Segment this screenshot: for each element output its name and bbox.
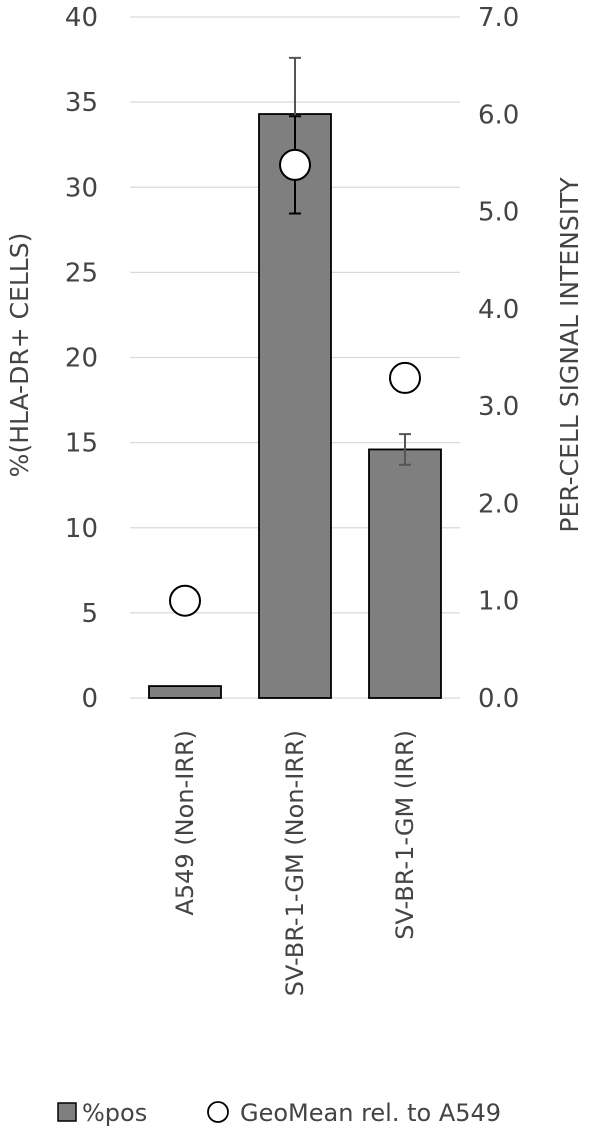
legend-swatch-pos bbox=[57, 1102, 77, 1122]
bar bbox=[148, 685, 222, 699]
legend-label-geomean: GeoMean rel. to A549 bbox=[240, 1099, 501, 1127]
y2-tick-label: 1.0 bbox=[478, 587, 519, 617]
y2-axis-title: PER-CELL SIGNAL INTENSITY bbox=[555, 177, 584, 533]
legend: %pos GeoMean rel. to A549 bbox=[57, 1099, 501, 1127]
y-tick-label: 10 bbox=[65, 514, 98, 544]
category-label: SV-BR-1-GM (IRR) bbox=[391, 730, 419, 940]
geomean-marker bbox=[279, 148, 311, 181]
y-tick-label: 35 bbox=[65, 88, 98, 118]
bar bbox=[368, 448, 442, 699]
geomean-marker bbox=[169, 584, 201, 617]
x-axis-categories: A549 (Non-IRR) SV-BR-1-GM (Non-IRR) SV-BR-… bbox=[171, 730, 419, 996]
y-tick-label: 0 bbox=[81, 684, 98, 714]
y-tick-label: 5 bbox=[81, 599, 98, 629]
y-tick-label: 25 bbox=[65, 258, 98, 288]
y2-tick-label: 4.0 bbox=[478, 295, 519, 325]
y2-axis-ticks: 0.0 1.0 2.0 3.0 4.0 5.0 6.0 7.0 bbox=[478, 3, 519, 714]
category-label: A549 (Non-IRR) bbox=[171, 730, 199, 916]
geomean-marker bbox=[389, 361, 421, 394]
y2-tick-label: 7.0 bbox=[478, 3, 519, 33]
legend-swatch-geomean bbox=[207, 1101, 229, 1123]
y-tick-label: 20 bbox=[65, 344, 98, 374]
bars bbox=[148, 56, 442, 699]
markers bbox=[169, 115, 421, 617]
y-tick-label: 15 bbox=[65, 429, 98, 459]
y2-tick-label: 2.0 bbox=[478, 489, 519, 519]
y2-tick-label: 3.0 bbox=[478, 392, 519, 422]
y2-tick-label: 0.0 bbox=[478, 684, 519, 714]
y2-tick-label: 6.0 bbox=[478, 100, 519, 130]
y-tick-label: 30 bbox=[65, 173, 98, 203]
y2-tick-label: 5.0 bbox=[478, 198, 519, 228]
y-tick-label: 40 bbox=[65, 3, 98, 33]
legend-label-pos: %pos bbox=[82, 1099, 147, 1127]
category-label: SV-BR-1-GM (Non-IRR) bbox=[281, 730, 309, 996]
y-axis-title: %(HLA-DR+ CELLS) bbox=[5, 233, 34, 478]
y-axis-ticks: 0 5 10 15 20 25 30 35 40 bbox=[65, 3, 98, 714]
